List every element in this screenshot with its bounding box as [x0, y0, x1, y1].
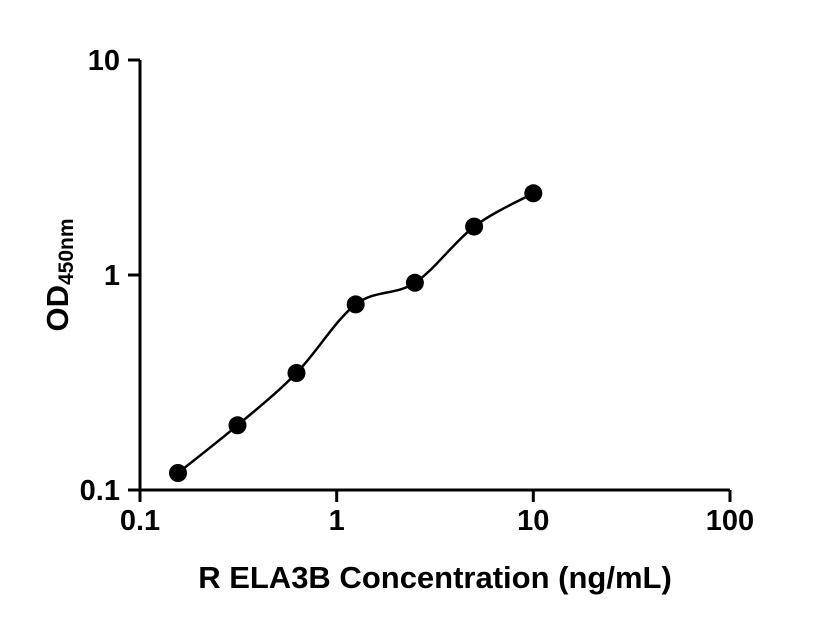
y-axis-title-subscript: 450nm [55, 218, 78, 286]
data-point [346, 295, 365, 314]
x-tick-label: 0.1 [120, 505, 160, 537]
y-tick-label: 0.1 [80, 475, 120, 507]
x-tick-label: 100 [706, 505, 754, 537]
y-axis-title: OD450nm [36, 155, 80, 395]
data-point [524, 184, 543, 203]
x-tick-label: 1 [329, 505, 345, 537]
y-axis-title-main: OD [40, 285, 75, 332]
x-axis-title: R ELA3B Concentration (ng/mL) [198, 560, 672, 595]
x-tick-label: 10 [517, 505, 549, 537]
y-tick-label: 10 [88, 45, 120, 77]
data-point [287, 364, 306, 382]
data-point [169, 464, 187, 482]
y-tick-label: 1 [104, 260, 120, 292]
data-point [465, 217, 484, 236]
data-point [405, 273, 424, 292]
data-point [228, 416, 247, 435]
